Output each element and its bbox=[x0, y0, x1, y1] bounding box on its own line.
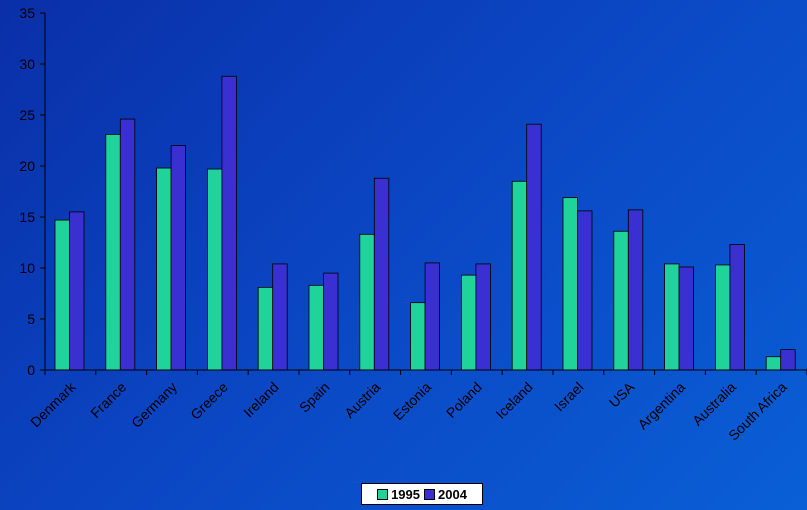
bar-2004-israel bbox=[578, 211, 593, 370]
bar-1995-estonia bbox=[411, 303, 426, 370]
bar-2004-south-africa bbox=[781, 350, 796, 370]
bar-2004-estonia bbox=[425, 263, 440, 370]
bar-1995-denmark bbox=[55, 220, 70, 370]
y-tick-label: 15 bbox=[19, 209, 35, 225]
y-tick-label: 25 bbox=[19, 107, 35, 123]
x-category-label: Estonia bbox=[390, 379, 434, 423]
y-tick-label: 20 bbox=[19, 158, 35, 174]
bar-1995-spain bbox=[309, 285, 324, 370]
bar-2004-greece bbox=[222, 76, 237, 370]
bar-1995-argentina bbox=[665, 264, 680, 370]
legend-label-2004: 2004 bbox=[438, 487, 467, 502]
legend-swatch-2004 bbox=[424, 489, 435, 500]
bar-1995-iceland bbox=[512, 181, 527, 370]
legend-item-2004: 2004 bbox=[424, 487, 467, 502]
y-tick-label: 35 bbox=[19, 5, 35, 21]
bar-2004-france bbox=[120, 119, 135, 370]
x-category-label: Iceland bbox=[492, 379, 535, 422]
y-tick-label: 30 bbox=[19, 56, 35, 72]
x-category-label: Poland bbox=[443, 379, 485, 421]
y-tick-label: 10 bbox=[19, 260, 35, 276]
x-category-label: Ireland bbox=[240, 379, 282, 421]
y-tick-label: 0 bbox=[27, 362, 35, 378]
bar-2004-austria bbox=[374, 178, 389, 370]
bar-2004-denmark bbox=[70, 212, 85, 370]
legend-swatch-1995 bbox=[377, 489, 388, 500]
bar-1995-ireland bbox=[258, 287, 273, 370]
bar-2004-usa bbox=[628, 210, 643, 370]
legend-item-1995: 1995 bbox=[377, 487, 420, 502]
bar-2004-poland bbox=[476, 264, 491, 370]
bar-1995-south-africa bbox=[766, 357, 781, 370]
bar-2004-argentina bbox=[679, 267, 694, 370]
x-category-label: Denmark bbox=[27, 378, 79, 430]
chart-legend: 1995 2004 bbox=[361, 483, 483, 505]
bar-1995-israel bbox=[563, 198, 578, 370]
bar-2004-ireland bbox=[273, 264, 288, 370]
x-category-label: Israel bbox=[551, 379, 587, 415]
x-category-label: Greece bbox=[187, 379, 231, 423]
bar-2004-germany bbox=[171, 146, 186, 370]
x-category-label: Germany bbox=[128, 379, 180, 431]
bar-1995-poland bbox=[461, 275, 476, 370]
x-category-label: Spain bbox=[296, 379, 333, 416]
bar-2004-australia bbox=[730, 245, 745, 370]
x-category-label: Austria bbox=[341, 379, 383, 421]
x-category-label: France bbox=[87, 379, 129, 421]
x-category-label: USA bbox=[606, 378, 638, 410]
bar-2004-iceland bbox=[527, 124, 542, 370]
bar-1995-germany bbox=[157, 168, 172, 370]
bar-1995-australia bbox=[715, 265, 730, 370]
bar-1995-greece bbox=[207, 169, 222, 370]
bar-2004-spain bbox=[324, 273, 339, 370]
y-tick-label: 5 bbox=[27, 311, 35, 327]
bar-1995-france bbox=[106, 134, 121, 370]
legend-label-1995: 1995 bbox=[391, 487, 420, 502]
x-category-label: Australia bbox=[689, 379, 739, 429]
x-category-label: Argentina bbox=[634, 379, 688, 433]
bar-1995-austria bbox=[360, 234, 375, 370]
bar-1995-usa bbox=[614, 231, 629, 370]
